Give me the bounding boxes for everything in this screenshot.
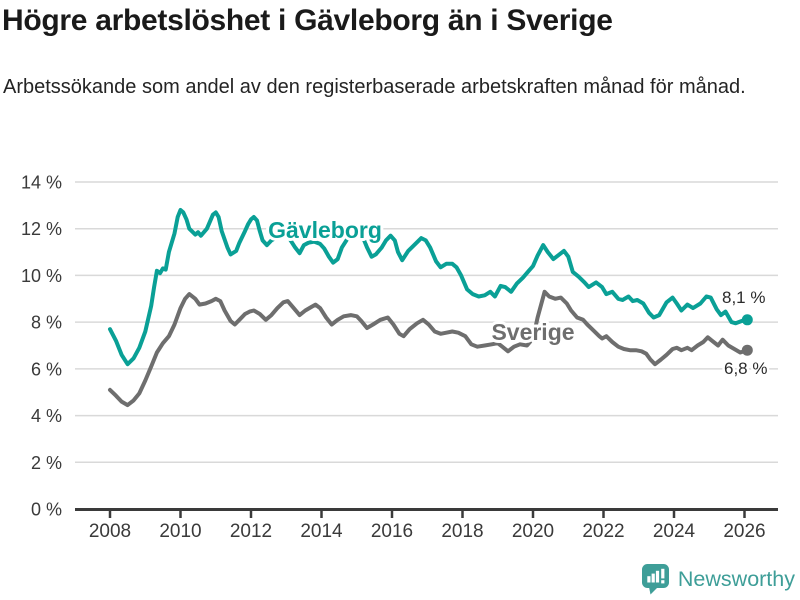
end-value-label-gavleborg: 8,1 % — [722, 288, 765, 307]
x-axis-label: 2016 — [371, 521, 413, 542]
end-value-label-sverige: 6,8 % — [724, 359, 767, 378]
y-axis-label: 4 % — [31, 406, 62, 426]
bar-chart-glyph — [647, 576, 651, 583]
x-axis-label: 2022 — [582, 521, 624, 542]
y-axis-label: 10 % — [21, 266, 62, 286]
exclamation-glyph — [661, 568, 665, 579]
x-axis-label: 2008 — [89, 521, 131, 542]
x-axis-label: 2024 — [653, 521, 696, 542]
series-label-gavleborg: Gävleborg — [268, 217, 382, 243]
x-axis-label: 2018 — [441, 521, 483, 542]
series-label-sverige: Sverige — [491, 319, 574, 345]
y-axis-label: 2 % — [31, 453, 62, 473]
page-subtitle: Arbetssökande som andel av den registerb… — [3, 76, 746, 98]
y-axis-label: 6 % — [31, 359, 62, 379]
x-axis-label: 2020 — [512, 521, 554, 542]
chart-line-gavleborg — [108, 208, 750, 367]
brand-name: Newsworthy — [677, 566, 795, 591]
chart-end-dot-gavleborg — [741, 314, 753, 326]
x-axis-label: 2012 — [230, 521, 272, 542]
y-axis-label: 0 % — [31, 500, 62, 520]
y-axis-label: 12 % — [21, 219, 62, 239]
x-axis-label: 2014 — [300, 521, 343, 542]
page-title: Högre arbetslöshet i Gävleborg än i Sver… — [2, 4, 613, 37]
newsworthy-logo-icon — [641, 564, 669, 595]
y-axis-label: 14 % — [21, 173, 62, 193]
x-axis-label: 2010 — [159, 521, 201, 542]
newsworthy-brand: Newsworthy — [641, 563, 795, 595]
x-axis-label: 2026 — [723, 521, 765, 542]
y-axis-label: 8 % — [31, 313, 62, 333]
chart-line-sverige — [108, 289, 750, 408]
chart-end-dot-sverige — [741, 344, 753, 356]
